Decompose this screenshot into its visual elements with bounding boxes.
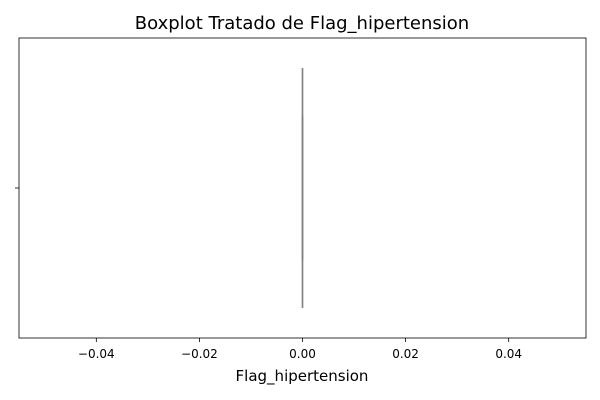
x-tick-label: 0.00 xyxy=(289,347,316,361)
x-axis-label: Flag_hipertension xyxy=(236,367,369,386)
chart-title: Boxplot Tratado de Flag_hipertension xyxy=(135,13,469,34)
x-axis-ticks: −0.04 −0.02 0.00 0.02 0.04 xyxy=(78,338,522,361)
x-tick-label: 0.04 xyxy=(495,347,522,361)
x-tick-label: −0.04 xyxy=(78,347,115,361)
x-tick-label: −0.02 xyxy=(181,347,218,361)
x-tick-label: 0.02 xyxy=(392,347,419,361)
